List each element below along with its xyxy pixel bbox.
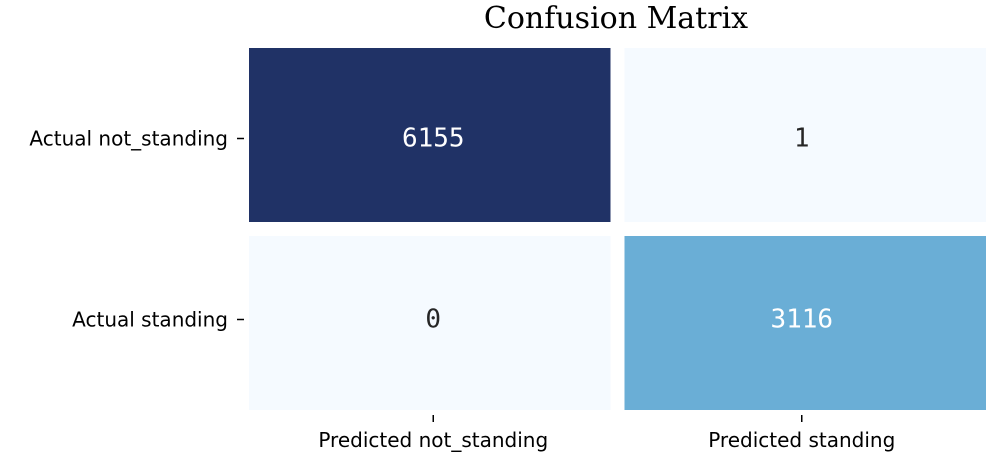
chart-title: Confusion Matrix <box>484 1 748 36</box>
cell-value-r0-c0: 6155 <box>402 124 465 154</box>
y-tick-label: Actual not_standing <box>29 127 228 151</box>
heatmap-cell-r1-c0 <box>249 229 618 410</box>
x-tick-label: Predicted not_standing <box>318 428 548 452</box>
cell-value-r1-c1: 3116 <box>770 305 833 335</box>
x-tick-label: Predicted standing <box>708 428 895 452</box>
y-axis: Actual not_standing Actual standing <box>29 127 244 332</box>
heatmap-cell-r0-c1 <box>617 48 986 229</box>
heatmap-cell-r0-c0 <box>249 48 618 229</box>
y-tick-label: Actual standing <box>72 308 228 332</box>
x-axis: Predicted not_standing Predicted standing <box>318 415 895 452</box>
heatmap-cell-r1-c1 <box>617 229 986 410</box>
cell-value-r1-c0: 0 <box>425 305 441 335</box>
heatmap-cells <box>249 48 986 410</box>
cell-value-r0-c1: 1 <box>794 124 810 154</box>
heatmap-cell-labels: 6155 1 0 3116 <box>402 124 833 335</box>
